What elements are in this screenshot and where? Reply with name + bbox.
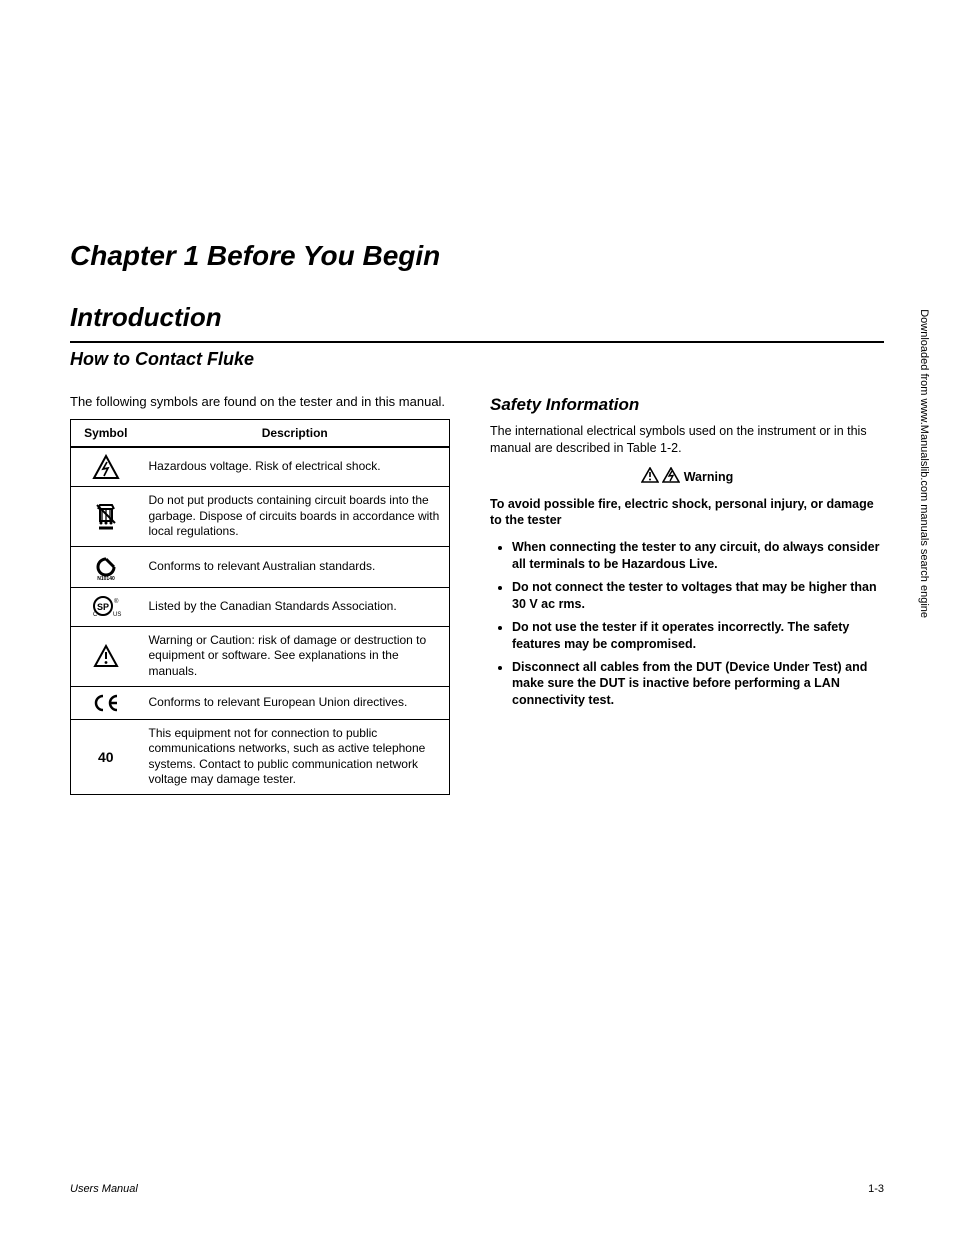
subsection-heading: How to Contact Fluke bbox=[70, 349, 884, 370]
svg-text:C: C bbox=[93, 612, 98, 618]
svg-text:N10140: N10140 bbox=[97, 576, 115, 581]
warning-banner: Warning bbox=[490, 467, 884, 486]
chapter-heading: Chapter 1 Before You Begin bbox=[70, 240, 884, 272]
cell-desc: Conforms to relevant European Union dire… bbox=[141, 686, 450, 719]
text-40-icon: 40 bbox=[71, 719, 141, 794]
list-item: Do not use the tester if it operates inc… bbox=[512, 619, 884, 653]
table-row: SP ® C US Listed by the Canadian Standards … bbox=[71, 587, 450, 626]
cell-desc: Conforms to relevant Australian standard… bbox=[141, 546, 450, 587]
warning-triangle-icon bbox=[641, 467, 659, 483]
cell-desc: Hazardous voltage. Risk of electrical sh… bbox=[141, 447, 450, 487]
footer-right: 1-3 bbox=[868, 1183, 884, 1195]
list-item: Do not connect the tester to voltages th… bbox=[512, 579, 884, 613]
list-item: When connecting the tester to any circui… bbox=[512, 539, 884, 573]
ce-icon bbox=[71, 686, 141, 719]
svg-text:SP: SP bbox=[97, 602, 109, 612]
cell-desc: Do not put products containing circuit b… bbox=[141, 487, 450, 547]
left-column: The following symbols are found on the t… bbox=[70, 394, 450, 795]
weee-icon bbox=[71, 487, 141, 547]
safety-heading: Safety Information bbox=[490, 394, 884, 417]
caution-icon bbox=[71, 626, 141, 686]
table-row: 40 This equipment not for connection to … bbox=[71, 719, 450, 794]
side-watermark-link[interactable]: Downloaded from www.Manualslib.com manua… bbox=[918, 309, 930, 618]
csa-icon: SP ® C US bbox=[71, 587, 141, 626]
warning-bullets: When connecting the tester to any circui… bbox=[490, 539, 884, 709]
intro-text: The following symbols are found on the t… bbox=[70, 394, 450, 409]
safety-intro: The international electrical symbols use… bbox=[490, 423, 884, 457]
warning-description: To avoid possible fire, electric shock, … bbox=[490, 496, 884, 530]
ctick-icon: N10140 bbox=[71, 546, 141, 587]
cell-desc: Listed by the Canadian Standards Associa… bbox=[141, 587, 450, 626]
cell-desc: This equipment not for connection to pub… bbox=[141, 719, 450, 794]
symbol-table: Symbol Description Hazardous voltage. Ri… bbox=[70, 419, 450, 795]
th-symbol: Symbol bbox=[71, 420, 141, 448]
svg-text:®: ® bbox=[114, 598, 119, 605]
table-row: N10140 Conforms to relevant Australian s… bbox=[71, 546, 450, 587]
hazardous-voltage-icon bbox=[71, 447, 141, 487]
table-row: Hazardous voltage. Risk of electrical sh… bbox=[71, 447, 450, 487]
cell-desc: Warning or Caution: risk of damage or de… bbox=[141, 626, 450, 686]
section-heading: Introduction bbox=[70, 302, 884, 333]
footer-left: Users Manual bbox=[70, 1183, 138, 1195]
th-description: Description bbox=[141, 420, 450, 448]
table-row: Warning or Caution: risk of damage or de… bbox=[71, 626, 450, 686]
svg-text:US: US bbox=[113, 612, 121, 618]
table-row: Do not put products containing circuit b… bbox=[71, 487, 450, 547]
warning-bolt-icon bbox=[662, 467, 680, 483]
section-rule bbox=[70, 341, 884, 343]
warning-label: Warning bbox=[684, 470, 734, 484]
right-column: Safety Information The international ele… bbox=[490, 394, 884, 795]
table-row: Conforms to relevant European Union dire… bbox=[71, 686, 450, 719]
list-item: Disconnect all cables from the DUT (Devi… bbox=[512, 659, 884, 710]
